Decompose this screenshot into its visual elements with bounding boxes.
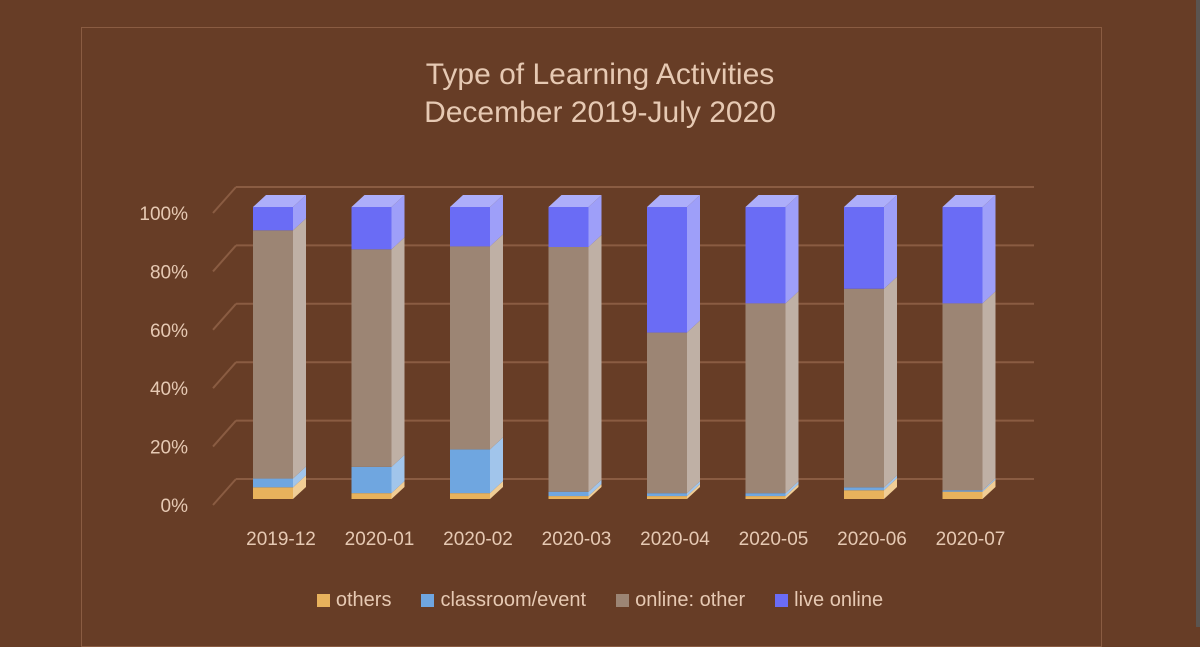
bar-2019-12	[253, 195, 306, 499]
bar-segment-classroom-event	[450, 449, 490, 494]
bar-segment-live-online	[647, 207, 687, 333]
legend-label: classroom/event	[440, 589, 587, 611]
chart-title-line-1: Type of Learning Activities	[425, 58, 775, 91]
bar-segment-classroom-event	[844, 487, 884, 491]
bar-segment-others	[942, 491, 983, 499]
x-tick-label: 2020-01	[345, 529, 415, 550]
bar-segment-live-online	[450, 207, 490, 247]
legend-item-live-online: live online	[775, 588, 883, 612]
x-axis-labels: 2019-12 2020-01 2020-02 2020-03 2020-04 2020-…	[246, 529, 1005, 550]
bar-segment-classroom-event	[647, 493, 687, 497]
bar-2020-03	[548, 195, 602, 499]
legend-label: live online	[794, 589, 884, 611]
bar-2020-06	[844, 195, 897, 499]
y-tick-label: 60%	[150, 321, 188, 342]
bar-2020-05	[745, 195, 799, 499]
x-tick-label: 2020-02	[443, 529, 513, 550]
x-tick-label: 2020-04	[640, 529, 710, 550]
bar-segment-live-online	[745, 207, 786, 304]
bar-segment-online-other	[844, 288, 884, 488]
bar-segment-online-other	[253, 230, 293, 479]
x-tick-label: 2019-12	[246, 529, 316, 550]
y-tick-label: 20%	[150, 438, 188, 459]
bar-segment-classroom-event	[942, 490, 983, 492]
legend-item-online-other: online: other	[616, 588, 745, 612]
legend-label: others	[335, 589, 392, 611]
x-tick-label: 2020-05	[739, 529, 809, 550]
legend-item-classroom-event: classroom/event	[421, 588, 586, 612]
bar-segment-others	[253, 487, 293, 499]
legend: others classroom/event online: other live o…	[0, 588, 1200, 612]
legend-item-others: others	[316, 588, 392, 612]
bar-2020-07	[942, 195, 996, 499]
legend-swatch	[775, 593, 789, 607]
chart-title: Type of Learning Activities December 201…	[0, 56, 1200, 132]
gridlines	[212, 186, 1034, 506]
bar-segment-others	[647, 496, 687, 499]
bar-2020-02	[450, 195, 503, 499]
bar-segment-others	[844, 490, 884, 499]
window-edge	[1196, 0, 1200, 627]
x-tick-label: 2020-03	[542, 529, 612, 550]
bar-segment-classroom-event	[745, 493, 786, 497]
bar-segment-others	[548, 496, 589, 499]
bar-segment-online-other	[942, 303, 983, 491]
bar-segment-online-other	[745, 303, 786, 494]
bar-segment-live-online	[253, 207, 293, 231]
bar-segment-others	[450, 493, 490, 499]
bars	[253, 195, 996, 499]
y-tick-label: 80%	[150, 262, 188, 283]
x-tick-label: 2020-07	[936, 529, 1006, 550]
y-tick-label: 100%	[139, 204, 188, 225]
bar-segment-live-online	[351, 207, 392, 250]
bar-segment-live-online	[942, 207, 983, 304]
bar-segment-online-other	[548, 247, 589, 492]
bar-segment-others	[351, 493, 392, 499]
y-axis-labels: 0% 20% 40% 60% 80% 100%	[139, 204, 188, 517]
bar-segment-online-other	[450, 246, 490, 450]
legend-swatch	[316, 593, 330, 607]
bar-segment-online-other	[647, 332, 687, 494]
x-tick-label: 2020-06	[837, 529, 907, 550]
y-tick-label: 0%	[161, 496, 189, 517]
bar-segment-classroom-event	[351, 466, 392, 494]
bar-segment-online-other	[351, 249, 392, 467]
plot-area: 0% 20% 40% 60% 80% 100% 2019-12 2020-01 2020-02…	[139, 186, 1034, 550]
bar-segment-others	[745, 496, 786, 499]
bar-2020-04	[647, 195, 700, 499]
bar-segment-live-online	[548, 207, 589, 248]
bar-segment-classroom-event	[548, 491, 589, 497]
chart-title-line-2: December 2019-July 2020	[424, 96, 776, 129]
legend-swatch	[616, 593, 630, 607]
legend-label: online: other	[635, 589, 746, 611]
bar-segment-live-online	[844, 207, 884, 289]
legend-swatch	[421, 593, 435, 607]
bar-segment-classroom-event	[253, 478, 293, 488]
bar-2020-01	[351, 195, 405, 499]
y-tick-label: 40%	[150, 379, 188, 400]
